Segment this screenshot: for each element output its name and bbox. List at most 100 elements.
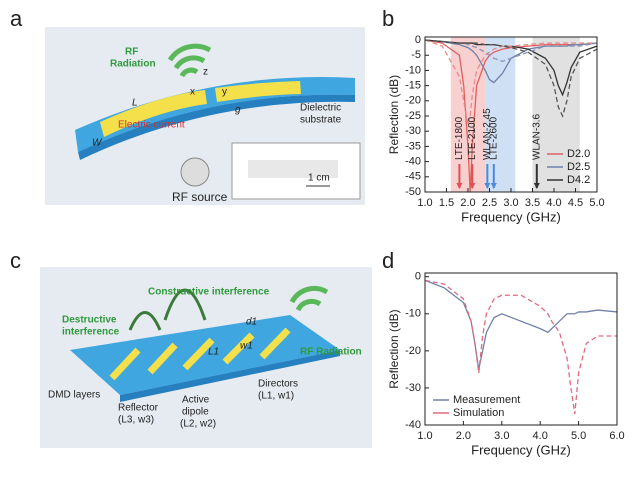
x-tick-label: 2.0 — [456, 430, 471, 442]
label: RF — [125, 47, 138, 58]
y-axis-label: Reflection (dB) — [387, 309, 401, 388]
panel-label: d — [382, 248, 394, 273]
label: L1 — [208, 347, 219, 358]
label: Constructive interference — [148, 287, 270, 298]
label: RF Radiation — [300, 347, 362, 358]
x-axis-label: Frequency (GHz) — [461, 209, 561, 224]
y-tick-label: -20 — [405, 345, 421, 357]
wave — [128, 288, 207, 331]
x-tick-label: 4.5 — [568, 197, 583, 209]
x-tick-label: 4.0 — [533, 430, 548, 442]
label: Destructive — [62, 315, 117, 326]
substrate — [75, 77, 355, 152]
legend-label: D4.2 — [567, 174, 590, 186]
x-tick-label: 1.0 — [417, 430, 432, 442]
label: Electric current — [118, 120, 185, 131]
annotation-label: LTE-1800 — [454, 116, 465, 160]
arrow-head — [469, 183, 476, 189]
band — [532, 37, 580, 192]
band — [450, 37, 486, 192]
panel-label: b — [382, 6, 394, 31]
y-tick-label: 0 — [415, 34, 421, 46]
y-tick-label: -15 — [405, 80, 421, 92]
y-tick-label: 0 — [415, 271, 421, 283]
x-tick-label: 1.5 — [439, 197, 454, 209]
arrow-head — [533, 183, 540, 189]
annotation-label: LTE-2600 — [488, 116, 499, 160]
arrow-head — [456, 183, 463, 189]
legend-label: D2.5 — [567, 161, 590, 173]
y-tick-label: -25 — [405, 110, 421, 122]
series-line — [424, 279, 617, 414]
plot-frame — [424, 272, 618, 426]
label: Directors — [258, 379, 298, 390]
y-tick-label: -50 — [405, 186, 421, 198]
series-line — [424, 39, 598, 193]
legend-label: D2.0 — [567, 148, 590, 160]
label: Dielectric — [300, 103, 341, 114]
legend-label: Simulation — [453, 407, 504, 419]
arrow-head — [484, 183, 491, 189]
dipole-arm — [100, 90, 207, 137]
label: g — [235, 105, 241, 116]
label: w1 — [240, 341, 253, 352]
label: x — [190, 87, 195, 98]
label: substrate — [300, 115, 342, 126]
label: z — [203, 67, 208, 78]
label: dipole — [182, 407, 209, 418]
panel-label: a — [10, 6, 23, 31]
series-line — [424, 39, 598, 118]
x-tick-label: 4.0 — [546, 197, 561, 209]
x-tick-label: 5.0 — [589, 197, 604, 209]
substrate-edge — [78, 94, 355, 160]
x-tick-label: 3.5 — [525, 197, 540, 209]
radiation-icon — [289, 286, 329, 312]
label: DMD layers — [48, 390, 100, 401]
label: (L1, w1) — [258, 391, 294, 402]
label: interference — [62, 327, 120, 338]
plot-frame — [424, 36, 598, 193]
annotation-label: WLAN-3.6 — [531, 113, 542, 160]
dipole-elements — [109, 327, 291, 381]
x-tick-label: 6.0 — [609, 430, 624, 442]
y-tick-label: -35 — [405, 140, 421, 152]
diagram-c: Destructive interference Constructive in… — [40, 267, 372, 448]
label: (L2, w2) — [180, 419, 216, 430]
label: Reflector — [118, 403, 159, 414]
dipole-arm — [215, 81, 301, 102]
substrate-edge — [120, 350, 340, 402]
y-tick-label: -30 — [405, 125, 421, 137]
x-axis-label: Frequency (GHz) — [471, 442, 571, 457]
label: (L3, w3) — [118, 415, 154, 426]
x-tick-label: 1.0 — [417, 197, 432, 209]
x-tick-label: 3.0 — [503, 197, 518, 209]
y-tick-label: -20 — [405, 95, 421, 107]
y-tick-label: -45 — [405, 171, 421, 183]
band — [485, 37, 516, 192]
label: 1 cm — [308, 173, 330, 184]
y-tick-label: -40 — [405, 419, 421, 431]
radiation-icon — [167, 43, 212, 78]
panel-label: c — [10, 248, 21, 273]
label: RF source — [172, 190, 228, 204]
label: W — [92, 138, 103, 149]
x-tick-label: 5.0 — [571, 430, 586, 442]
label: Active — [182, 395, 210, 406]
label: y — [222, 87, 227, 98]
label: d1 — [246, 317, 257, 328]
y-tick-label: -5 — [411, 49, 421, 61]
series-line — [424, 39, 598, 63]
label: Radiation — [110, 59, 156, 70]
x-tick-label: 2.0 — [460, 197, 475, 209]
x-tick-label: 2.5 — [482, 197, 497, 209]
annotation-label: WLAN-2.45 — [482, 108, 493, 160]
source-icon — [180, 157, 210, 187]
substrate — [70, 315, 340, 395]
y-tick-label: -40 — [405, 156, 421, 168]
series-line — [424, 279, 618, 370]
y-tick-label: -30 — [405, 382, 421, 394]
label: L — [132, 98, 138, 109]
sample — [248, 160, 338, 178]
annotation-label: LTE-2100 — [467, 116, 478, 160]
